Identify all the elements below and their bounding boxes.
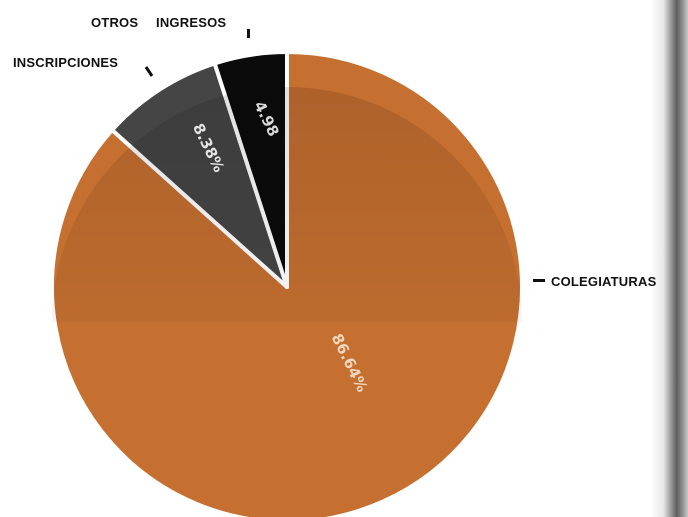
leader-tick-otros-ingresos [247, 29, 250, 38]
slice-label-otros-ingresos: OTROS INGRESOS [91, 15, 226, 30]
leader-dash-colegiaturas [533, 279, 545, 282]
upper-half-shade [52, 87, 522, 322]
photo-edge-strip [650, 0, 688, 517]
slice-label-colegiaturas: COLEGIATURAS [551, 274, 657, 289]
leader-tick-inscripciones [144, 66, 154, 77]
slice-label-inscripciones: INSCRIPCIONES [13, 55, 118, 70]
